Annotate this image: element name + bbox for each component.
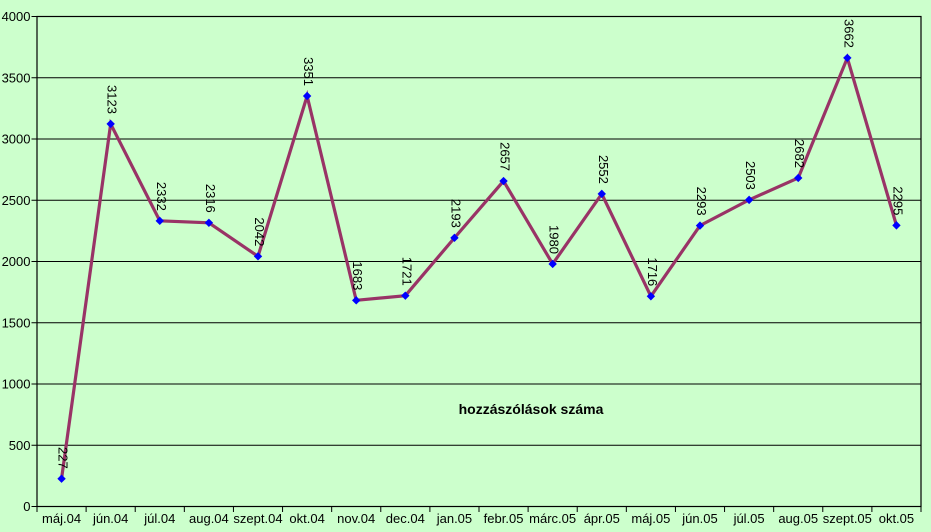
data-point-label: 1716 (645, 257, 660, 286)
data-point-marker (892, 221, 901, 230)
data-point-marker (253, 252, 263, 261)
x-axis-label: ápr.05 (584, 511, 620, 526)
data-point-label: 2332 (154, 182, 169, 211)
x-axis-label: dec.04 (386, 511, 425, 526)
data-point-label: 227 (56, 447, 71, 469)
data-point-marker (548, 259, 557, 269)
y-axis-label: 1000 (2, 377, 31, 392)
x-axis-label: júl.04 (143, 511, 175, 526)
data-point-label: 2293 (694, 187, 709, 216)
x-axis-label: szept.05 (823, 511, 872, 526)
y-axis-label: 4000 (2, 9, 31, 24)
x-axis-label: nov.04 (337, 511, 375, 526)
data-point-marker (450, 233, 459, 243)
data-point-label: 2503 (743, 161, 758, 190)
data-point-label: 2042 (252, 217, 267, 246)
x-axis-label: máj.04 (42, 511, 81, 526)
x-axis-label: jan.05 (436, 511, 472, 526)
plot-border (36, 15, 922, 508)
data-point-label: 2552 (596, 155, 611, 184)
chart-title: hozzászólások száma (458, 401, 604, 417)
data-point-marker (744, 195, 754, 205)
data-point-label: 1683 (350, 261, 365, 290)
data-point-label: 3662 (841, 19, 856, 48)
y-axis-label: 0 (23, 499, 30, 514)
x-axis-label: okt.05 (879, 511, 914, 526)
x-axis-label: okt.04 (289, 511, 324, 526)
data-point-label: 2682 (792, 139, 807, 168)
data-point-marker (401, 291, 410, 300)
data-point-marker (106, 119, 115, 129)
x-axis-label: aug.05 (778, 511, 818, 526)
data-point-marker (499, 176, 508, 186)
data-point-label: 2193 (448, 199, 463, 228)
data-point-marker (843, 53, 852, 63)
data-point-marker (155, 216, 164, 226)
x-axis-label: jún.04 (92, 511, 128, 526)
y-axis-label: 1500 (2, 315, 31, 330)
data-point-marker (57, 474, 66, 483)
data-point-label: 3123 (105, 85, 120, 114)
data-point-marker (352, 296, 361, 305)
y-axis-label: 3500 (2, 70, 31, 85)
y-axis-label: 500 (9, 438, 31, 453)
series-line (59, 53, 898, 479)
x-axis-label: szept.04 (233, 511, 282, 526)
data-point-marker (646, 292, 656, 301)
y-axis-label: 2500 (2, 193, 31, 208)
data-point-label: 2295 (890, 186, 905, 215)
data-point-marker (204, 218, 214, 227)
x-axis-label: júl.05 (733, 511, 765, 526)
x-axis-label: márc.05 (529, 511, 576, 526)
y-axis-label: 3000 (2, 132, 31, 147)
data-point-marker (695, 221, 705, 230)
x-axis-label: aug.04 (189, 511, 229, 526)
data-point-label: 2657 (498, 142, 513, 171)
x-axis-label: febr.05 (484, 511, 524, 526)
data-point-label: 2316 (203, 184, 218, 213)
data-point-label: 3351 (301, 57, 316, 86)
data-point-marker (302, 91, 312, 101)
data-point-marker (597, 189, 606, 199)
y-axis-label: 2000 (2, 254, 31, 269)
data-point-label: 1980 (547, 225, 562, 254)
x-axis-label: jún.05 (681, 511, 717, 526)
x-axis-label: máj.05 (631, 511, 670, 526)
data-point-marker (794, 173, 803, 183)
data-point-label: 1721 (399, 257, 414, 286)
